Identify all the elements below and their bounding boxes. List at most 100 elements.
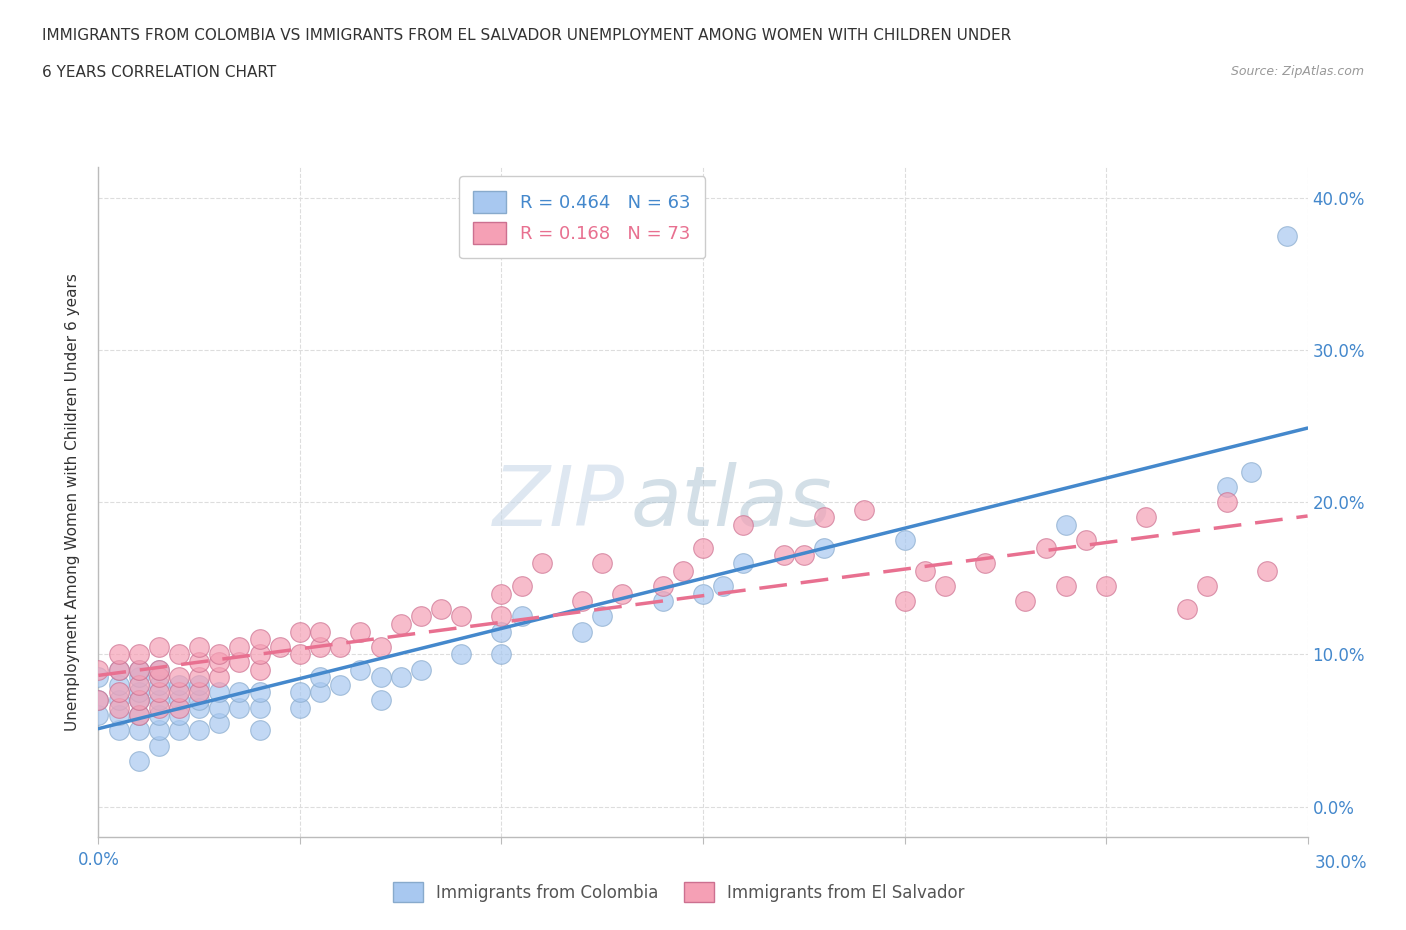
Point <box>309 670 332 684</box>
Point <box>188 655 211 670</box>
Point <box>288 685 311 700</box>
Point <box>188 700 211 715</box>
Point <box>1054 578 1077 593</box>
Text: IMMIGRANTS FROM COLOMBIA VS IMMIGRANTS FROM EL SALVADOR UNEMPLOYMENT AMONG WOMEN: IMMIGRANTS FROM COLOMBIA VS IMMIGRANTS F… <box>42 28 1011 43</box>
Point <box>450 647 472 662</box>
Point <box>148 738 170 753</box>
Point <box>813 510 835 525</box>
Point <box>228 639 250 654</box>
Point <box>370 639 392 654</box>
Point <box>1135 510 1157 525</box>
Point <box>167 677 190 692</box>
Point <box>188 685 211 700</box>
Point <box>148 693 170 708</box>
Point <box>288 624 311 639</box>
Point <box>87 670 110 684</box>
Legend: Immigrants from Colombia, Immigrants from El Salvador: Immigrants from Colombia, Immigrants fro… <box>380 869 979 916</box>
Point <box>208 700 231 715</box>
Point <box>1216 495 1239 510</box>
Point <box>813 540 835 555</box>
Point <box>692 586 714 601</box>
Point <box>591 609 613 624</box>
Point <box>370 693 392 708</box>
Point <box>128 693 150 708</box>
Point <box>974 555 997 570</box>
Point <box>571 624 593 639</box>
Y-axis label: Unemployment Among Women with Children Under 6 years: Unemployment Among Women with Children U… <box>65 273 80 731</box>
Point <box>1240 464 1263 479</box>
Point <box>188 677 211 692</box>
Point <box>128 662 150 677</box>
Point <box>208 670 231 684</box>
Point <box>249 685 271 700</box>
Point <box>128 670 150 684</box>
Point <box>1014 593 1036 608</box>
Point <box>249 662 271 677</box>
Point <box>188 670 211 684</box>
Point <box>329 677 352 692</box>
Point <box>148 639 170 654</box>
Point <box>107 677 129 692</box>
Point <box>107 723 129 737</box>
Point <box>329 639 352 654</box>
Point <box>167 670 190 684</box>
Point <box>208 685 231 700</box>
Point <box>228 655 250 670</box>
Point <box>309 685 332 700</box>
Point <box>389 617 412 631</box>
Point <box>288 700 311 715</box>
Point <box>1054 518 1077 533</box>
Point <box>128 753 150 768</box>
Text: atlas: atlas <box>630 461 832 543</box>
Point <box>128 693 150 708</box>
Point <box>651 578 673 593</box>
Point <box>128 723 150 737</box>
Point <box>128 708 150 723</box>
Point <box>188 723 211 737</box>
Point <box>733 518 755 533</box>
Point <box>853 502 876 517</box>
Point <box>107 662 129 677</box>
Point <box>491 586 513 601</box>
Point <box>188 639 211 654</box>
Point <box>87 693 110 708</box>
Point <box>269 639 291 654</box>
Point <box>370 670 392 684</box>
Point <box>1074 533 1097 548</box>
Point <box>167 685 190 700</box>
Point <box>612 586 634 601</box>
Point <box>228 685 250 700</box>
Text: ZIP: ZIP <box>492 461 624 543</box>
Point <box>733 555 755 570</box>
Point <box>107 685 129 700</box>
Text: 6 YEARS CORRELATION CHART: 6 YEARS CORRELATION CHART <box>42 65 277 80</box>
Point <box>1256 564 1278 578</box>
Point <box>249 700 271 715</box>
Point <box>107 647 129 662</box>
Point <box>128 708 150 723</box>
Point <box>148 685 170 700</box>
Point <box>510 578 533 593</box>
Point <box>672 564 695 578</box>
Point <box>288 647 311 662</box>
Point <box>893 593 915 608</box>
Point <box>87 662 110 677</box>
Point <box>1277 229 1299 244</box>
Text: Source: ZipAtlas.com: Source: ZipAtlas.com <box>1230 65 1364 78</box>
Point <box>571 593 593 608</box>
Point <box>128 647 150 662</box>
Point <box>167 693 190 708</box>
Point <box>711 578 734 593</box>
Point <box>793 548 815 563</box>
Point <box>409 662 432 677</box>
Point <box>430 602 453 617</box>
Point <box>409 609 432 624</box>
Point <box>510 609 533 624</box>
Point <box>491 624 513 639</box>
Point <box>1216 480 1239 495</box>
Point <box>107 700 129 715</box>
Point <box>148 723 170 737</box>
Point <box>692 540 714 555</box>
Point <box>208 715 231 730</box>
Point <box>249 723 271 737</box>
